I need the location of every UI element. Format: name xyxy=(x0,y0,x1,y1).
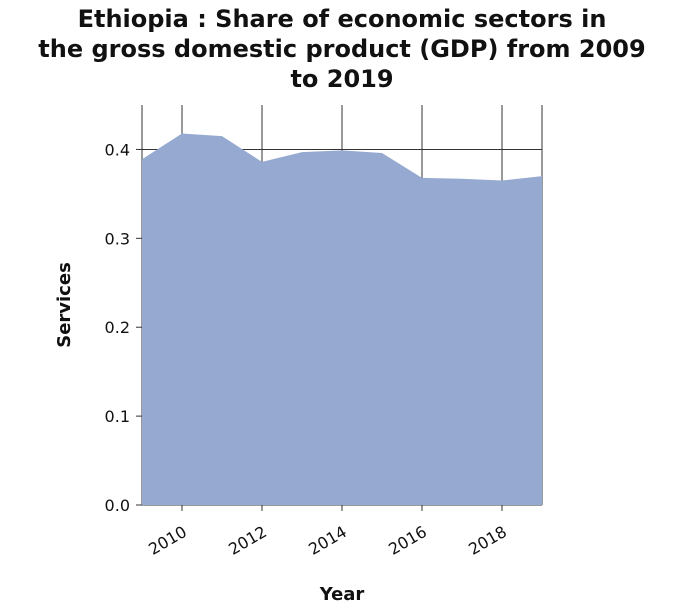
y-tick-label: 0.0 xyxy=(105,496,130,515)
y-tick-label: 0.3 xyxy=(105,229,130,248)
y-tick-label: 0.4 xyxy=(105,140,130,159)
y-axis-title: Services xyxy=(54,262,75,348)
services-area xyxy=(142,133,542,505)
x-tick-label: 2014 xyxy=(305,522,350,559)
x-axis-title: Year xyxy=(319,584,365,605)
x-tick-label: 2016 xyxy=(385,522,430,559)
x-tick-label: 2018 xyxy=(465,522,510,559)
y-tick-label: 0.2 xyxy=(105,318,130,337)
y-tick-label: 0.1 xyxy=(105,407,130,426)
x-tick-label: 2010 xyxy=(145,522,190,559)
x-tick-label: 2012 xyxy=(225,522,270,559)
chart-title: Ethiopia : Share of economic sectors in … xyxy=(38,5,646,93)
